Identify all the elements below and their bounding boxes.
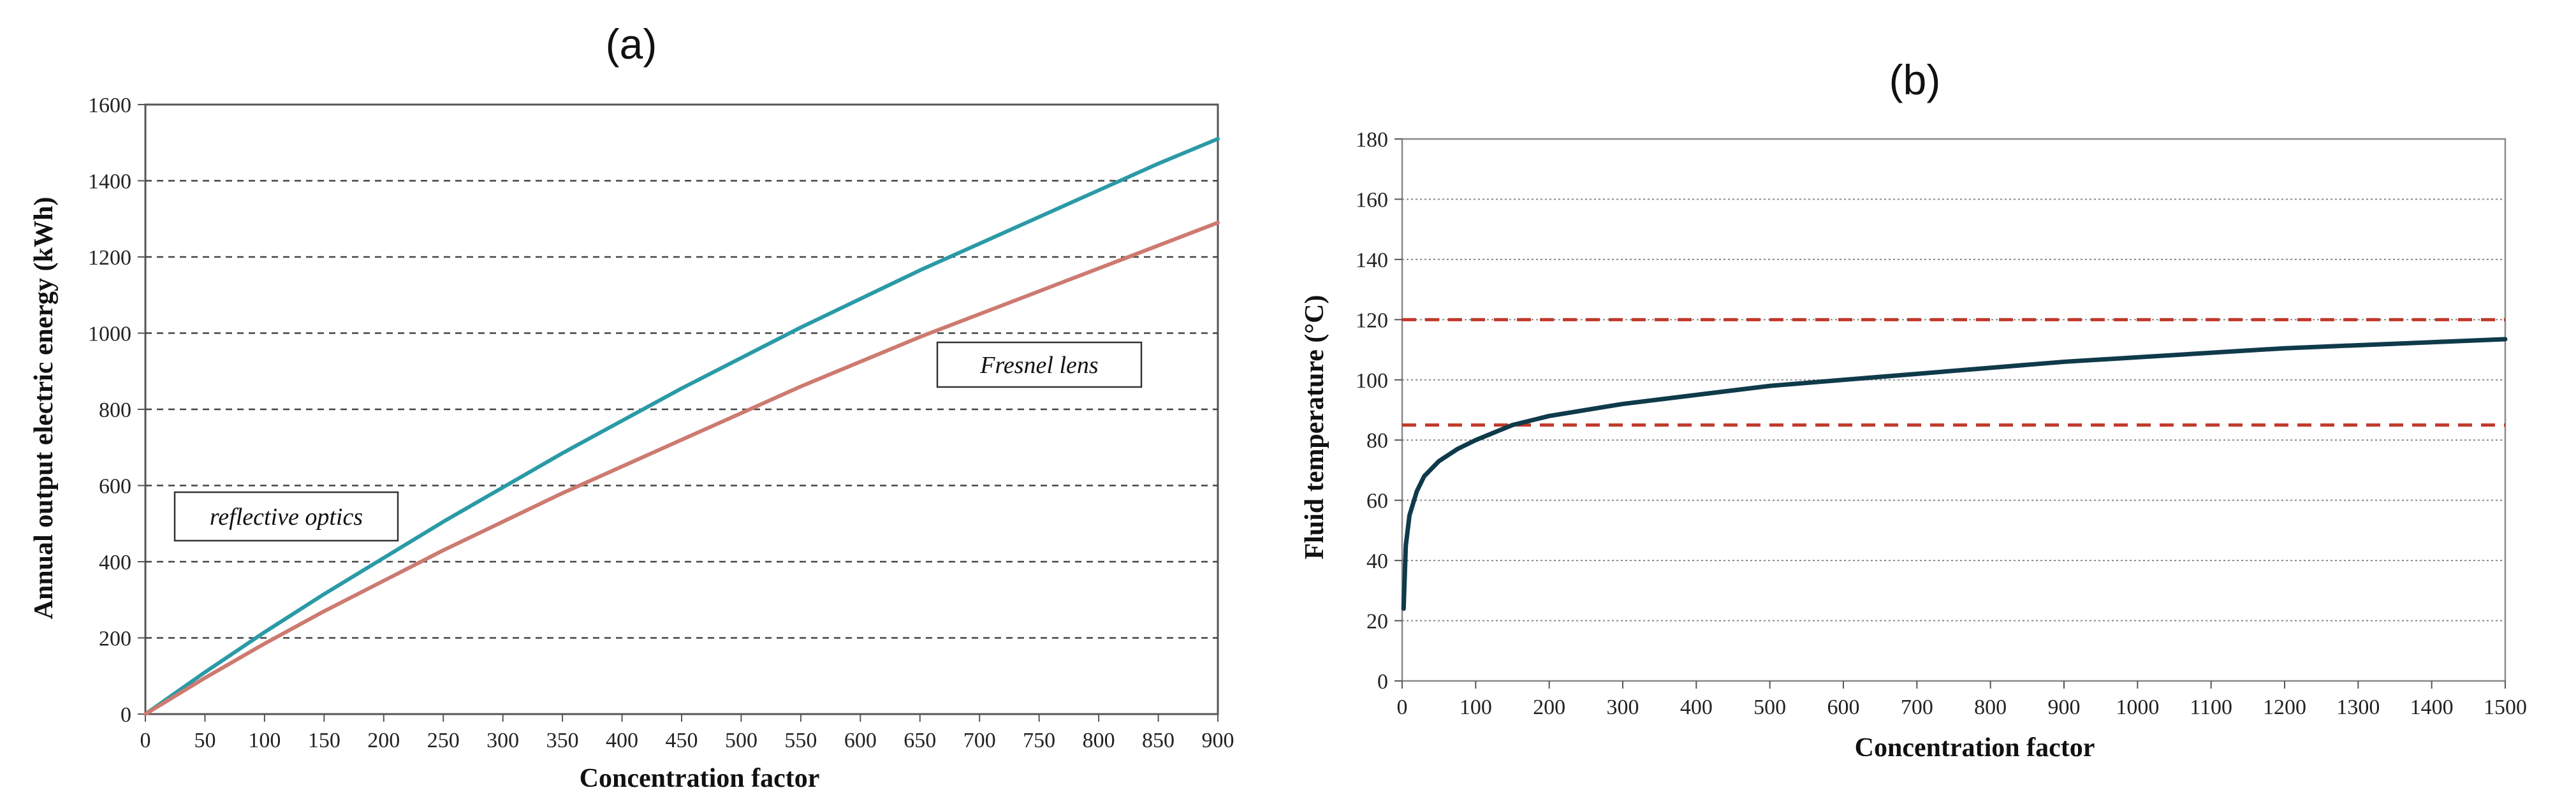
- x-tick-label: 100: [248, 729, 281, 752]
- y-tick-label: 400: [99, 551, 131, 574]
- annotation-fresnel-lens: Fresnel lens: [979, 352, 1098, 379]
- x-tick-label: 200: [1533, 696, 1565, 719]
- y-tick-label: 180: [1356, 128, 1388, 152]
- y-tick-label: 200: [99, 627, 131, 651]
- y-tick-label: 80: [1366, 429, 1388, 453]
- panel-label-b: (b): [1889, 56, 1941, 103]
- y-axis-title-a: Annual output electric energy (kWh): [29, 197, 59, 620]
- x-tick-label: 400: [606, 729, 638, 752]
- x-tick-label: 650: [904, 729, 936, 752]
- x-tick-label: 1500: [2484, 696, 2527, 719]
- x-tick-label: 1300: [2336, 696, 2380, 719]
- x-ticks-a: 0 50 100 150 200 250 300 350 400 450 500 550 600 650 7…: [140, 714, 1234, 752]
- x-tick-label: 600: [1827, 696, 1860, 719]
- y-tick-label: 1600: [88, 94, 131, 117]
- annotation-box-fresnel: [936, 341, 1143, 388]
- x-axis-title-a: Concentration factor: [580, 764, 820, 793]
- x-ticks-b: 0 100 200 300 400 500 600 700 800 900 1000 1100 1200…: [1397, 681, 2527, 719]
- x-tick-label: 750: [1023, 729, 1055, 752]
- y-tick-label: 1200: [88, 246, 131, 270]
- y-tick-label: 140: [1356, 249, 1388, 272]
- x-tick-label: 300: [1607, 696, 1639, 719]
- y-ticks-a: 0 200 400 600 800 1000 1200 1400 1600: [88, 94, 145, 727]
- y-tick-label: 100: [1356, 369, 1388, 393]
- x-tick-label: 900: [2048, 696, 2081, 719]
- x-tick-label: 1400: [2410, 696, 2454, 719]
- y-tick-label: 0: [1377, 670, 1388, 694]
- x-tick-label: 900: [1202, 729, 1234, 752]
- chart-b: (b) 0 20 40 60 80 100 120 140 160 180 0 100 200 300 4…: [1300, 56, 2527, 763]
- x-axis-title-b: Concentration factor: [1855, 733, 2095, 763]
- panel-label-a: (a): [606, 20, 657, 68]
- x-tick-label: 0: [140, 729, 151, 752]
- x-tick-label: 50: [194, 729, 216, 752]
- y-tick-label: 160: [1356, 188, 1388, 212]
- x-tick-label: 200: [367, 729, 400, 752]
- x-tick-label: 500: [725, 729, 757, 752]
- y-tick-label: 60: [1366, 490, 1388, 513]
- series-line-fluid-temperature: [1401, 337, 2508, 611]
- y-tick-label: 800: [99, 398, 131, 422]
- x-tick-label: 350: [546, 729, 579, 752]
- series-a: [143, 136, 1220, 716]
- x-tick-label: 700: [1901, 696, 1933, 719]
- y-tick-label: 600: [99, 475, 131, 499]
- x-tick-label: 500: [1753, 696, 1786, 719]
- x-tick-label: 150: [308, 729, 340, 752]
- x-tick-label: 0: [1397, 696, 1408, 719]
- series-line-reflective-optics: [143, 136, 1220, 716]
- x-tick-label: 850: [1142, 729, 1175, 752]
- y-tick-label: 20: [1366, 610, 1388, 634]
- x-tick-label: 550: [784, 729, 817, 752]
- series-b: [1401, 337, 2508, 611]
- x-tick-label: 700: [963, 729, 996, 752]
- y-tick-label: 40: [1366, 550, 1388, 573]
- annotation-box-reflective: [173, 491, 399, 542]
- plot-area-b: [1401, 138, 2506, 682]
- y-tick-label: 1400: [88, 170, 131, 194]
- x-tick-label: 800: [1974, 696, 2007, 719]
- x-tick-label: 400: [1680, 696, 1713, 719]
- x-tick-label: 1000: [2116, 696, 2159, 719]
- x-tick-label: 600: [844, 729, 877, 752]
- x-tick-label: 1100: [2190, 696, 2232, 719]
- x-tick-label: 800: [1083, 729, 1115, 752]
- y-tick-label: 0: [121, 703, 131, 727]
- y-tick-label: 120: [1356, 309, 1388, 332]
- x-tick-label: 1200: [2263, 696, 2306, 719]
- x-tick-label: 300: [487, 729, 519, 752]
- annotation-reflective-optics: reflective optics: [210, 504, 363, 530]
- series-line-fresnel-lens: [143, 221, 1220, 716]
- reference-lines-b: [1402, 318, 2505, 427]
- x-tick-label: 100: [1460, 696, 1492, 719]
- chart-a: (a) 0 200 400 600 800 1000 1200 1400 1600 0 50 100…: [29, 20, 1234, 793]
- y-ticks-b: 0 20 40 60 80 100 120 140 160 180: [1356, 128, 1402, 694]
- x-tick-label: 250: [427, 729, 460, 752]
- y-axis-title-b: Fluid temperature (°C): [1300, 295, 1329, 560]
- x-tick-label: 450: [666, 729, 698, 752]
- y-tick-label: 1000: [88, 323, 131, 346]
